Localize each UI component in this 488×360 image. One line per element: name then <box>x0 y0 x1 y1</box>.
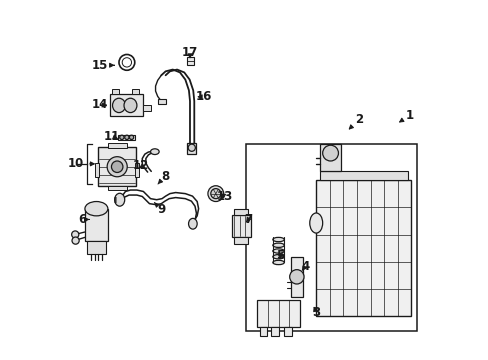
Ellipse shape <box>272 249 284 253</box>
Text: 17: 17 <box>182 46 198 59</box>
Text: 7: 7 <box>244 213 252 226</box>
Ellipse shape <box>309 213 322 233</box>
Ellipse shape <box>272 260 284 265</box>
Text: 13: 13 <box>216 190 232 203</box>
Text: 2: 2 <box>348 113 363 129</box>
Bar <box>284 327 291 336</box>
Ellipse shape <box>124 135 129 139</box>
Ellipse shape <box>72 237 79 244</box>
Ellipse shape <box>115 193 124 206</box>
Ellipse shape <box>112 98 125 113</box>
Bar <box>187 143 196 154</box>
Bar <box>187 57 194 65</box>
Text: 9: 9 <box>154 202 165 216</box>
Bar <box>231 215 250 237</box>
Bar <box>112 89 119 94</box>
Bar <box>131 89 139 94</box>
Text: 11: 11 <box>103 130 120 143</box>
Ellipse shape <box>289 270 304 284</box>
Bar <box>319 171 407 180</box>
Text: 1: 1 <box>399 109 413 122</box>
Text: 8: 8 <box>158 170 169 184</box>
Bar <box>142 105 151 111</box>
Bar <box>85 209 108 241</box>
Ellipse shape <box>188 219 197 229</box>
Bar <box>290 257 302 297</box>
Bar <box>107 143 127 148</box>
Ellipse shape <box>188 144 195 151</box>
Bar <box>107 186 127 190</box>
Bar <box>259 327 267 336</box>
Bar <box>257 300 300 327</box>
Ellipse shape <box>322 145 338 161</box>
Ellipse shape <box>120 135 124 139</box>
Text: 5: 5 <box>276 249 284 262</box>
Text: 16: 16 <box>196 90 212 103</box>
Ellipse shape <box>272 237 284 242</box>
Ellipse shape <box>272 243 284 247</box>
Ellipse shape <box>111 161 122 172</box>
Bar <box>316 180 410 316</box>
Bar <box>110 94 142 116</box>
Bar <box>234 209 248 215</box>
Ellipse shape <box>72 231 79 238</box>
Text: 15: 15 <box>92 59 114 72</box>
Bar <box>319 144 341 171</box>
Bar <box>118 135 135 140</box>
Ellipse shape <box>150 149 159 154</box>
Bar <box>94 163 99 177</box>
Ellipse shape <box>124 98 137 113</box>
Ellipse shape <box>210 189 221 199</box>
Ellipse shape <box>207 186 223 202</box>
Bar <box>246 144 416 330</box>
Text: 3: 3 <box>311 306 320 319</box>
Ellipse shape <box>129 135 133 139</box>
Text: 6: 6 <box>78 213 89 226</box>
Bar <box>234 237 248 244</box>
Ellipse shape <box>272 255 284 259</box>
Ellipse shape <box>107 157 127 177</box>
Bar <box>98 147 136 186</box>
Bar <box>87 241 106 253</box>
Text: 4: 4 <box>301 260 309 273</box>
Text: 10: 10 <box>68 157 94 170</box>
Bar <box>271 327 279 336</box>
Text: 14: 14 <box>92 98 108 111</box>
Ellipse shape <box>85 202 108 216</box>
Bar <box>158 99 166 104</box>
Text: 12: 12 <box>132 159 148 172</box>
Bar <box>135 163 139 177</box>
